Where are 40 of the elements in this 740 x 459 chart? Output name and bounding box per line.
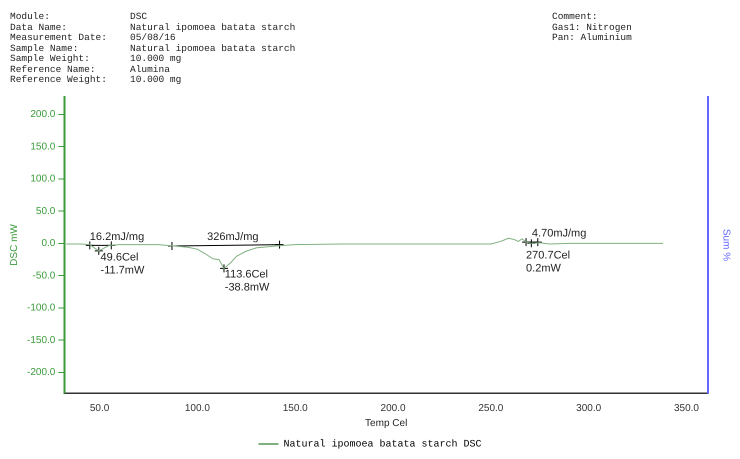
text: Pan: Aluminium (552, 32, 632, 44)
y-tick-label: -50.0 (32, 270, 56, 282)
y-tick-label: 150.0 (30, 141, 56, 152)
annotation: 270.7Cel 0.2mW (526, 249, 570, 274)
annotation: 4.70mJ/mg (532, 228, 586, 240)
text: Measurement Date: 05/08/16 (10, 32, 176, 43)
y-tick-label: 0.0 (41, 238, 56, 250)
annotation: 113.6Cel -38.8mW (224, 268, 270, 294)
x-tick-label: 50.0 (90, 402, 110, 414)
y2-axis-title: Sum % (720, 228, 732, 262)
x-tick-label: 100.0 (184, 402, 210, 414)
annotation: 16.2mJ/mg (90, 230, 144, 243)
y-tick-label: 200.0 (30, 109, 56, 120)
annotation: 49.6Cel -11.7mW (100, 251, 145, 276)
text: Comment: (552, 11, 599, 22)
y-tick-label: -100.0 (26, 302, 56, 314)
x-tick-label: 250.0 (478, 402, 504, 414)
text: Module: DSC (10, 11, 148, 22)
y-axis-title: DSC mW (8, 224, 20, 266)
y-tick-label: -150.0 (26, 334, 56, 346)
text: Sample Weight: 10.000 mg (10, 53, 182, 64)
x-tick-label: 150.0 (282, 402, 308, 414)
x-axis-title: Temp Cel (365, 418, 408, 429)
legend-label: Natural ipomoea batata starch DSC (283, 438, 482, 451)
point (85, 240, 94, 250)
text: Reference Weight: 10.000 mg (10, 74, 182, 85)
x-tick-label: 350.0 (674, 402, 700, 414)
x-tick-label: 200.0 (380, 402, 406, 414)
annotation: 326mJ/mg (207, 231, 259, 244)
point (275, 240, 284, 250)
point (526, 238, 536, 248)
x-tick-label: 300.0 (576, 402, 602, 414)
point (522, 238, 531, 247)
y-tick-label: 100.0 (30, 174, 56, 185)
text: Sample Name: Natural ipomoea batata starch (10, 42, 296, 54)
text: Gas1: Nitrogen (552, 22, 632, 33)
y-tick-label: -200.0 (26, 367, 56, 378)
y-tick-label: 50.0 (36, 206, 56, 217)
text: Data Name: Natural ipomoea batata starch (10, 22, 296, 32)
text: Reference Name: Alumina (10, 64, 170, 74)
